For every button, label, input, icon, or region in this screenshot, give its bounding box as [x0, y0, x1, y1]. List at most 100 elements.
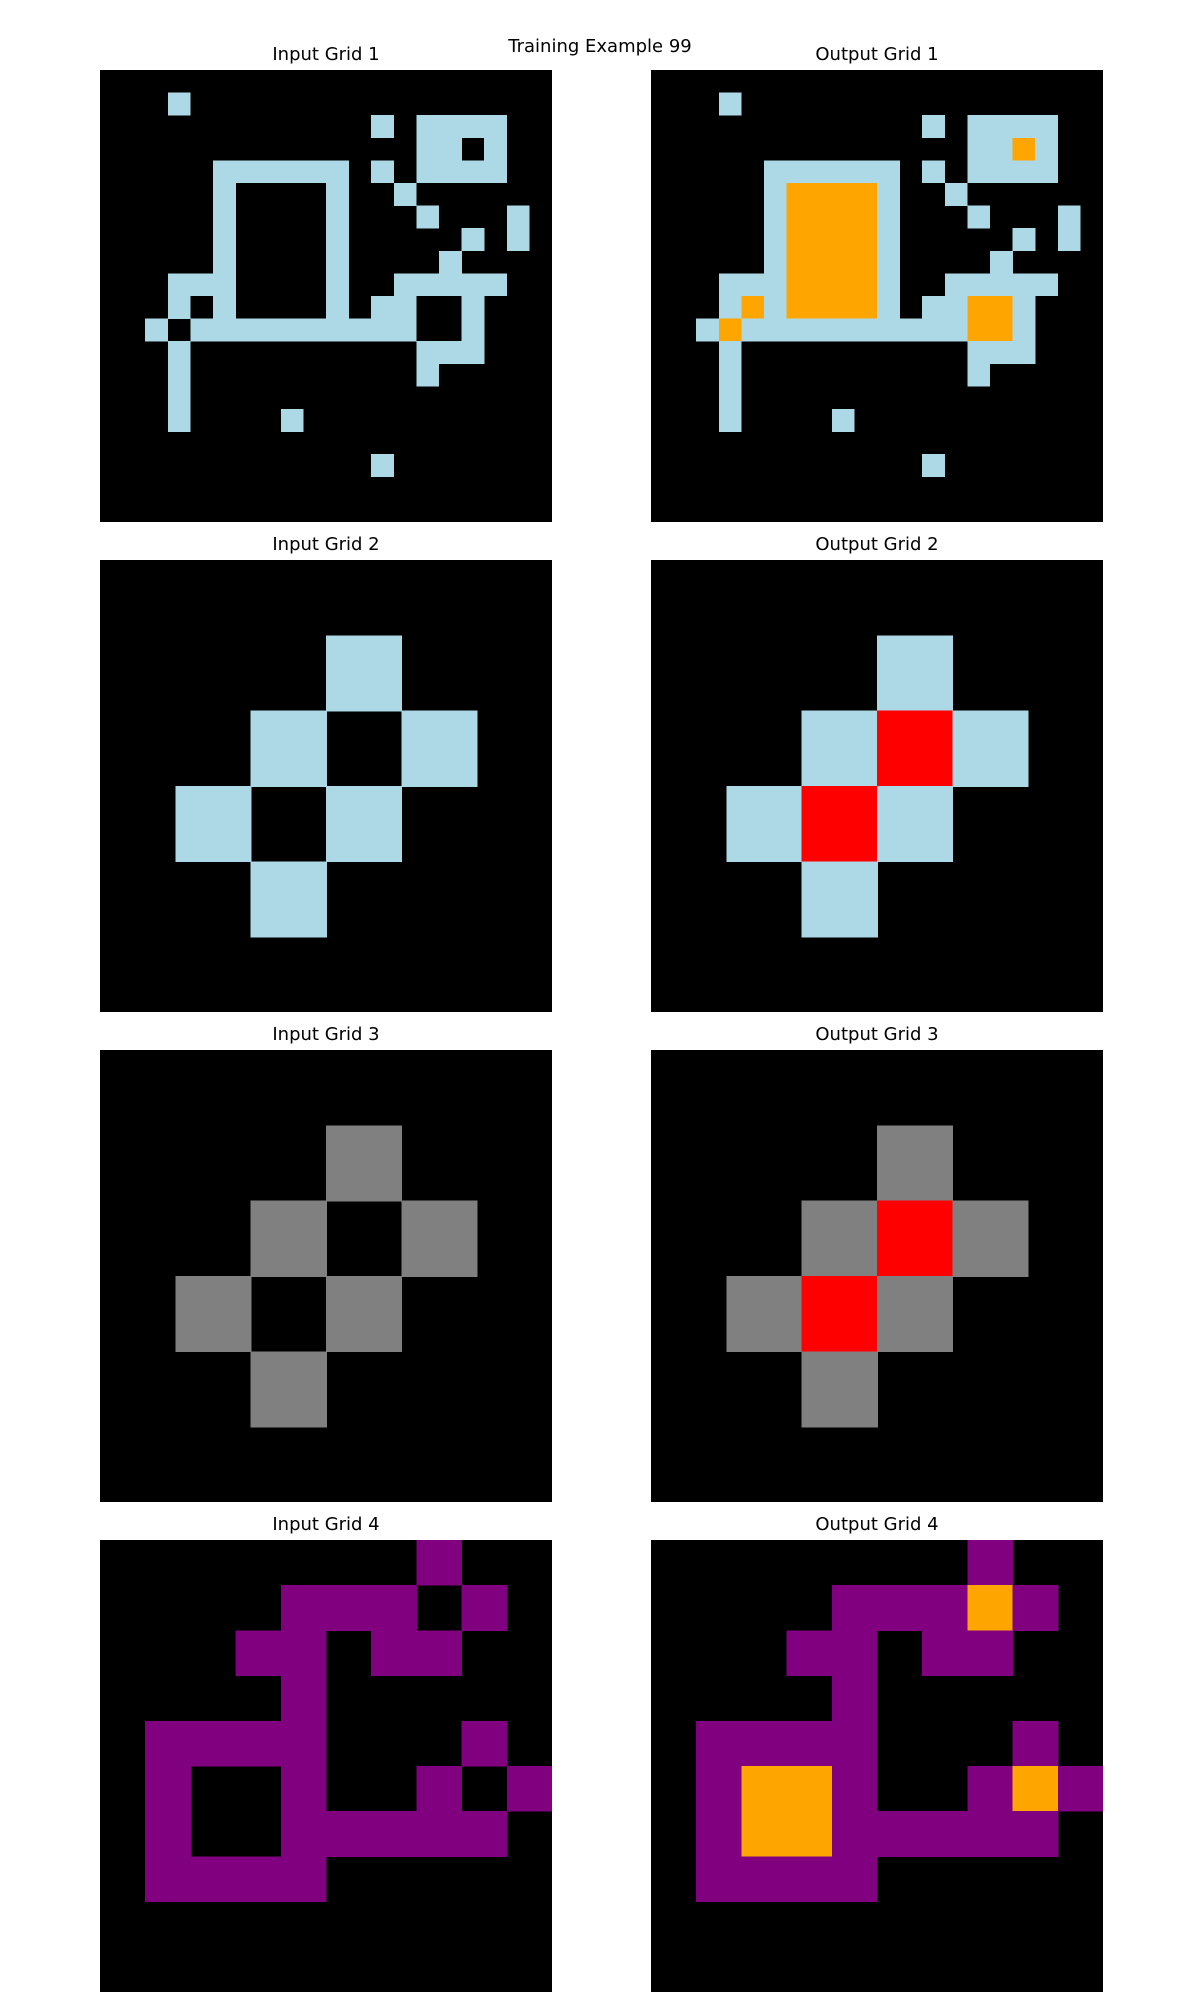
grid-cell [967, 1811, 1014, 1857]
grid-cell [831, 205, 855, 229]
grid-cell [484, 273, 508, 297]
grid-cell [786, 1856, 833, 1903]
grid-cell [190, 1856, 237, 1903]
grid-cell [1012, 1720, 1059, 1767]
grid-cell [461, 160, 485, 184]
grid-cell [280, 1811, 327, 1857]
grid-cell [1035, 273, 1059, 297]
grid-cell [696, 1720, 742, 1767]
grid-cell [371, 296, 395, 319]
output-grid-4 [651, 1540, 1103, 1992]
grid-cell [416, 1540, 463, 1586]
output-grid-3 [651, 1050, 1103, 1502]
grid-cell [831, 183, 855, 206]
grid-cell [213, 228, 236, 252]
grid-cell [213, 160, 236, 184]
input-grid-4 [100, 1540, 552, 1992]
grid-cell [899, 318, 923, 342]
grid-cell [371, 454, 395, 478]
output-grid-3-title: Output Grid 3 [815, 1024, 939, 1045]
grid-cell [461, 318, 485, 342]
grid-cell [967, 363, 991, 387]
input-grid-3 [100, 1050, 552, 1502]
grid-cell [461, 115, 485, 139]
grid-cell [877, 318, 900, 342]
grid-cell [280, 1675, 327, 1722]
grid-cell [967, 341, 991, 365]
grid-cell [877, 273, 900, 297]
output-grid-2-title: Output Grid 2 [815, 534, 939, 555]
grid-cell [1012, 137, 1036, 161]
grid-cell [401, 710, 478, 787]
grid-cell [1035, 160, 1059, 184]
grid-cell [809, 318, 833, 342]
grid-cell [786, 183, 810, 206]
grid-cell [393, 183, 417, 206]
grid-cell [461, 228, 485, 252]
grid-cell [1012, 115, 1036, 139]
grid-cell [854, 273, 878, 297]
grid-cell [1035, 137, 1059, 161]
grid-cell [877, 1125, 954, 1202]
grid-cell [326, 786, 403, 863]
grid-cell [348, 318, 372, 342]
grid-cell [439, 250, 462, 274]
grid-cell [416, 1630, 463, 1677]
grid-cell [741, 273, 765, 297]
grid-cell [1012, 318, 1036, 342]
grid-cell [877, 160, 900, 184]
grid-cell [326, 160, 349, 184]
grid-cell [439, 341, 462, 365]
grid-cell [326, 1276, 403, 1353]
grid-cell [741, 318, 765, 342]
grid-cell [944, 318, 968, 342]
grid-cell [764, 273, 787, 297]
grid-cell [854, 205, 878, 229]
grid-cell [809, 273, 833, 297]
grid-cell [506, 228, 530, 252]
grid-cell [1057, 205, 1081, 229]
grid-cell [1012, 1811, 1059, 1857]
grid-cell [484, 137, 508, 161]
grid-cell [877, 710, 954, 787]
grid-cell [764, 183, 787, 206]
grid-cell [326, 1125, 403, 1202]
grid-cell [280, 409, 304, 432]
grid-cell [786, 1720, 833, 1767]
grid-cell [967, 1585, 1014, 1631]
grid-cell [967, 273, 991, 297]
output-grid-4-cells [651, 1540, 1103, 1992]
grid-cell [831, 318, 855, 342]
grid-cell [952, 710, 1029, 787]
grid-cell [877, 1585, 923, 1631]
grid-cell [877, 786, 954, 863]
grid-cell [809, 228, 833, 252]
grid-cell [809, 183, 833, 206]
grid-cell [1012, 1585, 1059, 1631]
grid-cell [967, 1540, 1014, 1586]
output-grid-4-title: Output Grid 4 [815, 1514, 939, 1535]
output-grid-2 [651, 560, 1103, 1012]
grid-cell [401, 1200, 478, 1277]
grid-cell [461, 1720, 508, 1767]
grid-cell [326, 296, 349, 319]
grid-cell [831, 1675, 878, 1722]
grid-cell [235, 1720, 282, 1767]
grid-cell [416, 1811, 463, 1857]
grid-cell [801, 1276, 878, 1353]
grid-cell [280, 1585, 327, 1631]
grid-cell [439, 137, 462, 161]
grid-cell [393, 318, 417, 342]
grid-cell [439, 273, 462, 297]
grid-cell [877, 1811, 923, 1857]
grid-cell [326, 228, 349, 252]
grid-cell [416, 1766, 463, 1812]
grid-cell [718, 363, 742, 387]
grid-cell [145, 318, 169, 342]
grid-cell [990, 115, 1013, 139]
grid-cell [726, 786, 803, 863]
grid-cell [1035, 115, 1059, 139]
grid-cell [801, 710, 878, 787]
grid-cell [967, 1766, 1014, 1812]
grid-cell [764, 250, 787, 274]
